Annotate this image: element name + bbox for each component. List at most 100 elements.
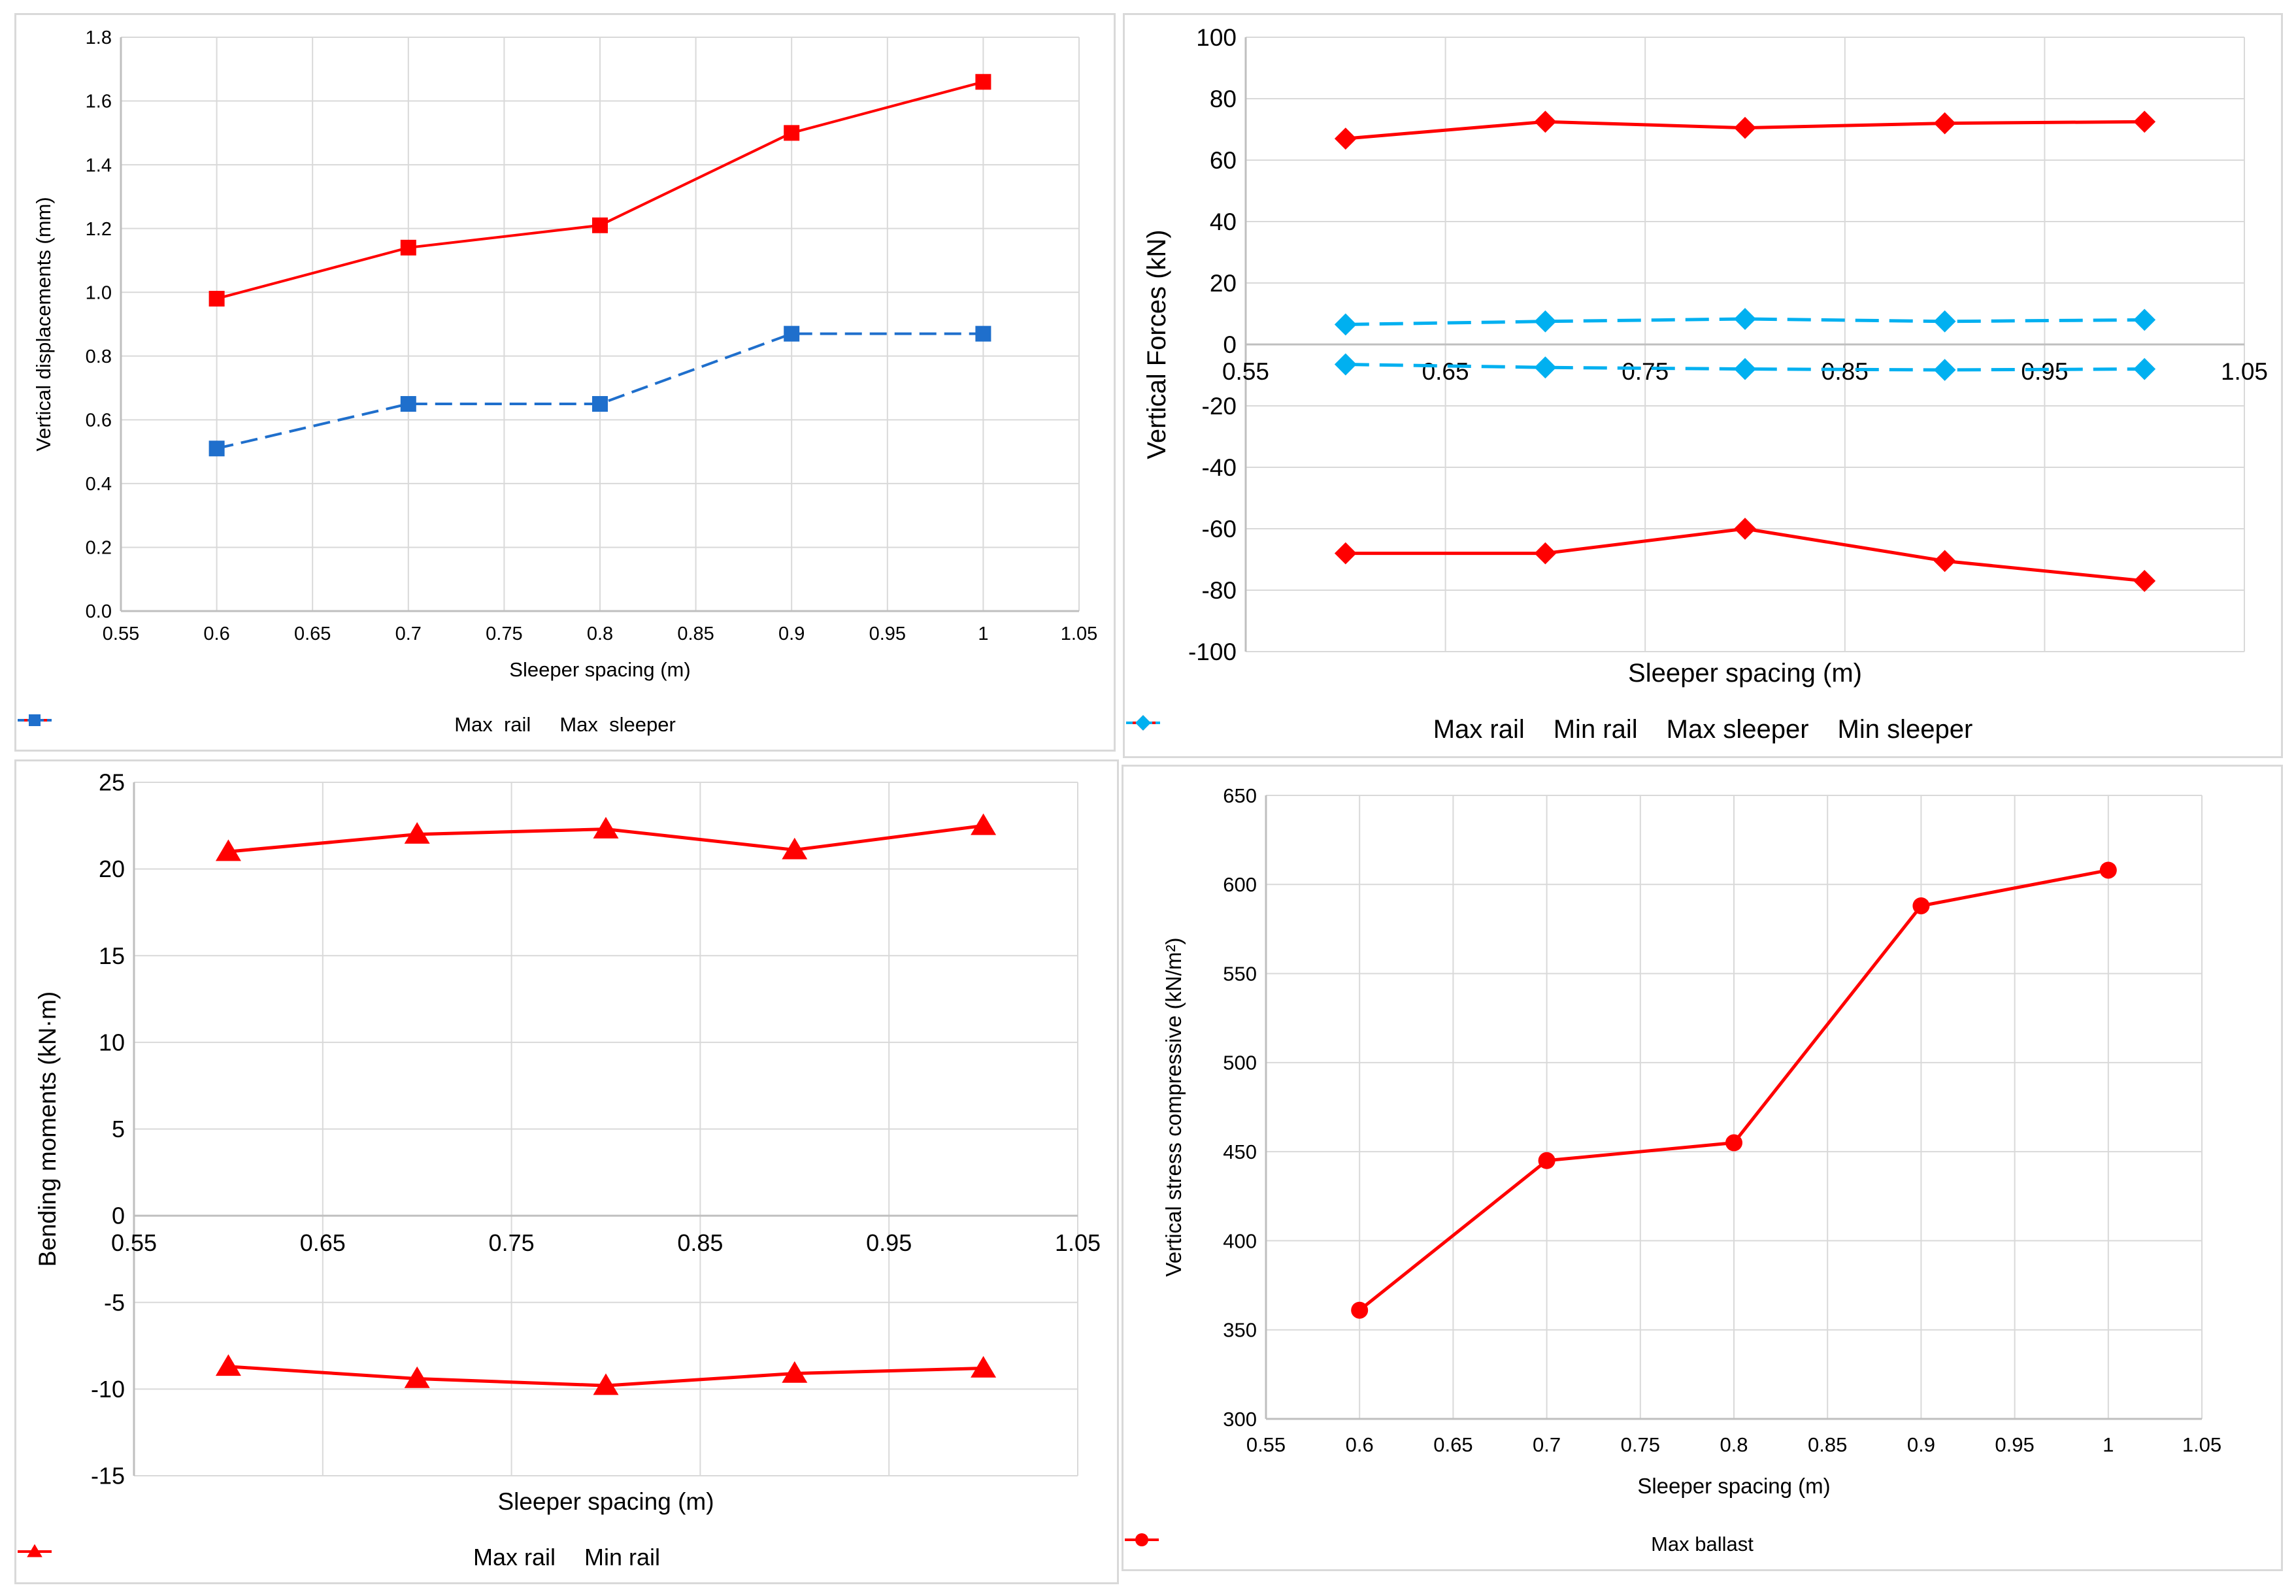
data-point — [782, 837, 808, 859]
chart-vertical-displacements: 0.0 0.2 0.4 0.6 0.8 1.0 1.2 1.4 1.6 1.8 0.55 0.6 0.6… — [32, 27, 1097, 681]
x-tick-label: 0.75 — [1622, 358, 1669, 385]
data-point — [592, 217, 608, 233]
y-tick-label: 40 — [1210, 208, 1237, 235]
x-tick-label: 0.95 — [2021, 358, 2068, 385]
data-point — [975, 325, 991, 342]
x-tick-label: 0.65 — [1433, 1433, 1472, 1456]
data-point — [1334, 313, 1357, 336]
legend-label: Min sleeper — [1837, 714, 1973, 744]
data-point — [784, 125, 800, 141]
y-tick-label: 0.6 — [86, 410, 112, 431]
series-max-ballast — [1351, 861, 2117, 1319]
series-max-sleeper — [1334, 308, 2156, 336]
y-tick-label: 350 — [1223, 1319, 1257, 1342]
x-tick-label: 0.75 — [486, 623, 522, 644]
data-point — [782, 1361, 808, 1383]
y-tick-label: 650 — [1223, 784, 1257, 807]
series-min-rail — [215, 1354, 997, 1395]
data-point — [592, 395, 608, 412]
x-tick-label: 1.05 — [2221, 358, 2268, 385]
chart-bending-moments: -15 -10 -5 0 5 10 15 20 25 0.55 0.65 0.75 0.85 0.95 1.… — [34, 769, 1101, 1515]
legend-label: Max sleeper — [559, 713, 676, 736]
x-tick-label: 0.7 — [395, 623, 422, 644]
y-tick-label: 0.4 — [86, 474, 112, 495]
data-point — [1534, 110, 1557, 133]
y-tick-label: 600 — [1223, 873, 1257, 896]
series-max-rail — [215, 813, 997, 861]
y-tick-label: -40 — [1202, 454, 1237, 481]
legend-swatch — [1126, 715, 1160, 731]
y-axis-title: Vertical Forces (kN) — [1142, 229, 1171, 459]
y-tick-label: 550 — [1223, 962, 1257, 985]
series-max-sleeper — [208, 325, 991, 457]
data-point — [1734, 357, 1756, 380]
legend-swatch — [18, 714, 52, 726]
y-tick-label: 60 — [1210, 147, 1237, 174]
gridlines — [1265, 795, 2203, 1420]
x-tick-label: 1.05 — [1055, 1229, 1101, 1256]
chart-vertical-stress: 300 350 400 450 500 550 600 650 0.55 0.6 0.65 0.7 0.… — [1161, 784, 2221, 1498]
x-tick-label: 1.05 — [1061, 623, 1097, 644]
chart-panel-vertical-stress: 300 350 400 450 500 550 600 650 0.55 0.6 0.65 0.7 0.… — [1122, 765, 2283, 1571]
legend-item: Max rail — [18, 713, 531, 737]
y-tick-label: 1.4 — [86, 155, 112, 176]
data-point — [404, 822, 430, 844]
data-point — [784, 325, 800, 342]
x-tick-label: 0.95 — [869, 623, 906, 644]
data-point — [1734, 308, 1756, 330]
x-tick-label: 0.65 — [294, 623, 331, 644]
data-point — [2133, 570, 2156, 592]
x-axis-title: Sleeper spacing (m) — [1628, 659, 1862, 688]
data-point — [2133, 357, 2156, 380]
x-tick-label: 0.65 — [1422, 358, 1469, 385]
legend-label: Min rail — [1553, 714, 1638, 744]
legend-item: Min rail — [18, 1544, 661, 1571]
y-tick-label: 20 — [1210, 270, 1237, 297]
series-line — [1345, 363, 2145, 372]
x-axis-title: Sleeper spacing (m) — [1637, 1474, 1830, 1498]
x-axis-title: Sleeper spacing (m) — [509, 658, 690, 681]
x-tick-label: 0.75 — [489, 1229, 535, 1256]
x-tick-label: 0.85 — [677, 1229, 723, 1256]
x-tick-label: 0.6 — [203, 623, 229, 644]
y-tick-label: 80 — [1210, 86, 1237, 112]
data-point — [975, 74, 991, 90]
y-tick-label: -60 — [1202, 516, 1237, 542]
legend-item: Max ballast — [1125, 1533, 1754, 1556]
x-tick-label: 1 — [2103, 1433, 2114, 1456]
legend-label: Min rail — [584, 1544, 661, 1571]
legend-item: Max sleeper — [18, 713, 676, 737]
x-tick-label: 0.95 — [866, 1229, 912, 1256]
x-tick-label: 0.9 — [1907, 1433, 1935, 1456]
legend-swatch — [18, 1544, 52, 1557]
x-tick-label: 0.85 — [1822, 358, 1869, 385]
y-tick-label: 1.8 — [86, 27, 112, 48]
y-axis-title: Bending moments (kN·m) — [34, 991, 61, 1267]
y-tick-label: 1.6 — [86, 91, 112, 112]
y-tick-label: 20 — [99, 856, 125, 882]
y-tick-label: 10 — [99, 1029, 125, 1056]
data-point — [2099, 861, 2117, 879]
data-point — [1912, 897, 1930, 914]
data-point — [400, 239, 416, 256]
legend-label: Max rail — [1433, 714, 1525, 744]
data-point — [2133, 110, 2156, 133]
data-point — [208, 290, 225, 307]
series-max-rail — [1334, 110, 2156, 150]
y-tick-label: 450 — [1223, 1140, 1257, 1163]
y-tick-label: 1.2 — [86, 219, 112, 240]
y-tick-label: 1.0 — [86, 282, 112, 303]
x-tick-label: 0.8 — [587, 623, 613, 644]
gridlines — [120, 37, 1080, 612]
x-tick-label: 0.75 — [1621, 1433, 1660, 1456]
y-tick-label: -100 — [1188, 639, 1237, 665]
data-point — [215, 1354, 241, 1376]
y-axis-title: Vertical stress compressive (kN/m²) — [1161, 938, 1186, 1277]
y-axis-title: Vertical displacements (mm) — [32, 197, 55, 451]
gridlines — [133, 782, 1078, 1476]
x-tick-label: 0.95 — [1995, 1433, 2034, 1456]
y-tick-label: 500 — [1223, 1052, 1257, 1074]
series-line — [1345, 317, 2145, 326]
y-tick-label: -80 — [1202, 577, 1237, 604]
y-tick-label: 0 — [1223, 331, 1237, 358]
